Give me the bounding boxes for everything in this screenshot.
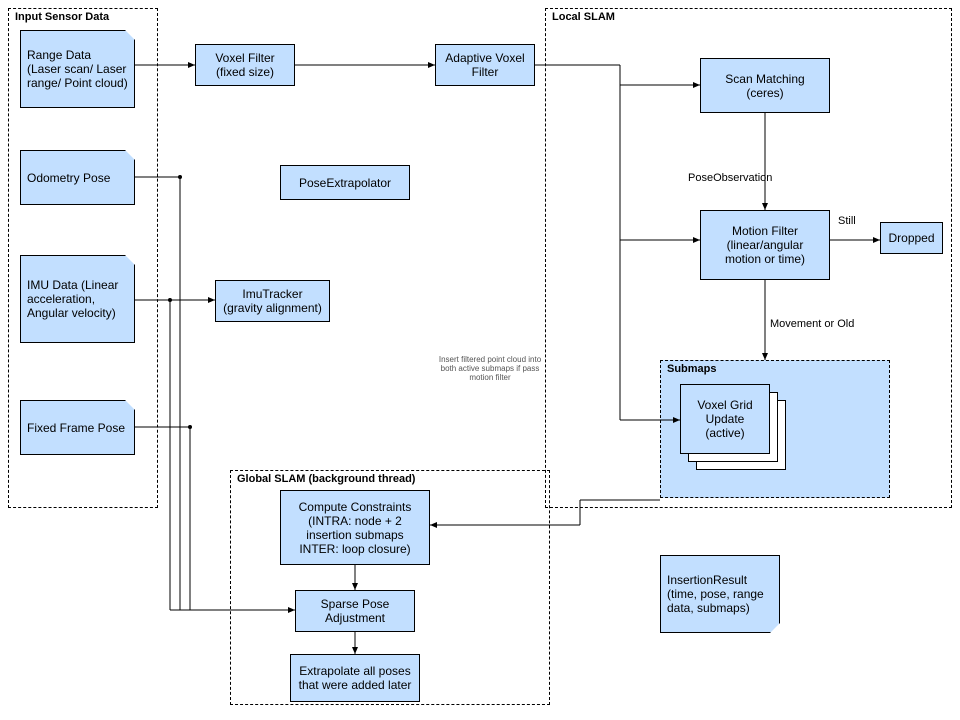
node-voxel-filter: Voxel Filter (fixed size) [195, 44, 295, 86]
node-compute-constraints: Compute Constraints (INTRA: node + 2 ins… [280, 490, 430, 565]
node-adaptive-voxel: Adaptive Voxel Filter [435, 44, 535, 86]
label: PoseExtrapolator [299, 176, 391, 190]
label: IMU Data (Linear acceleration, Angular v… [27, 278, 128, 320]
label: Fixed Frame Pose [27, 421, 125, 435]
label: Range Data (Laser scan/ Laser range/ Poi… [27, 48, 128, 90]
input-range-data: Range Data (Laser scan/ Laser range/ Poi… [20, 30, 135, 108]
label: Compute Constraints (INTRA: node + 2 ins… [287, 500, 423, 556]
input-fixed-frame: Fixed Frame Pose [20, 400, 135, 455]
node-imu-tracker: ImuTracker (gravity alignment) [215, 280, 330, 322]
group-label: Input Sensor Data [15, 11, 109, 23]
node-motion-filter: Motion Filter (linear/angular motion or … [700, 210, 830, 280]
label: InsertionResult (time, pose, range data,… [667, 573, 773, 615]
node-scan-matching: Scan Matching (ceres) [700, 58, 830, 113]
node-pose-extrapolator: PoseExtrapolator [280, 165, 410, 200]
tiny-annotation: Insert filtered point cloud into both ac… [430, 355, 550, 382]
node-sparse-pose: Sparse Pose Adjustment [295, 590, 415, 632]
label: Voxel Filter (fixed size) [202, 51, 288, 79]
edge-label-movement: Movement or Old [770, 318, 854, 330]
node-extrapolate-poses: Extrapolate all poses that were added la… [290, 654, 420, 702]
label: Voxel Grid Update (active) [687, 398, 763, 440]
group-label: Submaps [667, 363, 717, 375]
node-dropped: Dropped [880, 222, 943, 254]
label: Dropped [888, 231, 934, 245]
label: Sparse Pose Adjustment [302, 597, 408, 625]
label: Scan Matching (ceres) [707, 72, 823, 100]
group-label: Local SLAM [552, 11, 615, 23]
node-voxel-grid-update: Voxel Grid Update (active) [680, 384, 770, 454]
label: Extrapolate all poses that were added la… [297, 664, 413, 692]
edge-label-poseobs: PoseObservation [688, 172, 772, 184]
label: Adaptive Voxel Filter [442, 51, 528, 79]
label: ImuTracker (gravity alignment) [222, 287, 323, 315]
label: Odometry Pose [27, 171, 110, 185]
input-odometry: Odometry Pose [20, 150, 135, 205]
label: Motion Filter (linear/angular motion or … [707, 224, 823, 266]
group-label: Global SLAM (background thread) [237, 473, 415, 485]
edge-label-still: Still [838, 215, 856, 227]
output-insertion-result: InsertionResult (time, pose, range data,… [660, 555, 780, 633]
input-imu: IMU Data (Linear acceleration, Angular v… [20, 255, 135, 343]
